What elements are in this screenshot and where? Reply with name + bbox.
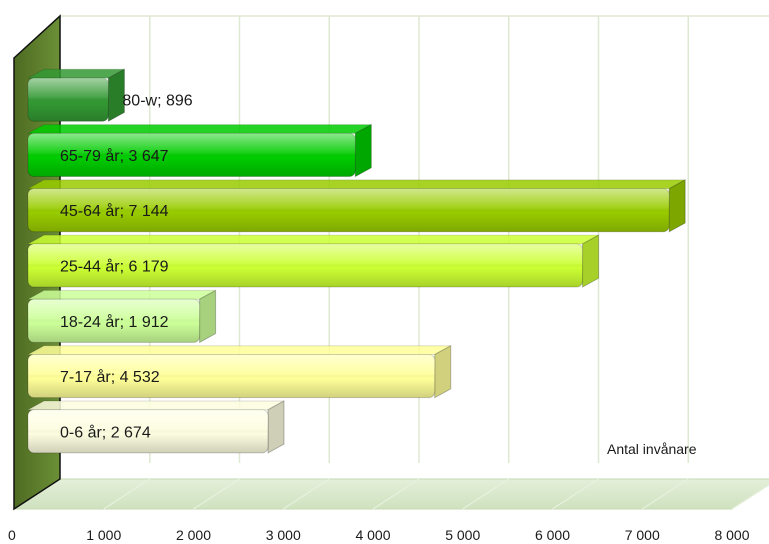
bar-80-w [27,68,125,123]
bar-0-6 år [27,400,285,454]
data-label: 18-24 år; 1 912 [60,313,169,331]
bar-side-shade [355,124,372,177]
data-label: 25-44 år; 6 179 [60,258,169,276]
bar-side-shade [434,345,451,398]
x-tick-label: 3 000 [266,527,301,543]
floor-gridline [103,478,151,510]
floor-gridline [282,478,330,510]
bar-25-44 år [27,234,600,288]
floor-gridline [462,478,510,510]
data-label: 80-w; 896 [122,93,192,110]
bar-65-79 år [27,123,372,178]
data-label: 45-64 år; 7 144 [60,202,169,220]
bar-top-face [27,124,372,134]
bar-top-face [27,289,216,300]
bar-side-shade [199,290,216,343]
floor-gridline [731,484,769,510]
bar-side-shade [267,400,284,453]
x-tick-label: 6 000 [535,527,570,543]
floor-gridline [641,478,689,510]
bar-top-face [27,400,285,411]
bar-side-shade [669,179,686,232]
bar-side-shade [108,69,125,122]
data-label: 65-79 år; 3 647 [60,147,169,165]
x-tick-label: 4 000 [355,527,390,543]
axis-annotation: Antal invånare [607,441,697,457]
data-labels: 0-6 år; 2 674 7-17 år; 4 532 18-24 år; 1 9… [60,93,193,442]
bar-gloss [28,133,356,177]
data-label: 7-17 år; 4 532 [60,368,160,386]
bar-top-face [27,179,686,190]
bar-top-face [27,234,599,245]
x-tick-label: 0 [8,527,16,543]
x-tick-label: 1 000 [86,527,121,543]
bar-gloss [28,299,200,343]
bar-7-17 år [27,344,452,399]
bar-gloss [28,78,109,122]
bar-45-64 år [27,179,686,233]
bar-gloss [28,354,435,398]
bar-gloss [28,188,670,232]
x-axis-ticks: 0 1 000 2 000 3 000 4 000 5 000 6 000 7 000 8 00… [8,527,750,543]
bar-gloss [28,409,268,453]
bar-gloss [28,243,583,288]
x-tick-label: 2 000 [176,527,211,543]
data-label: 0-6 år; 2 674 [60,423,151,441]
bar-top-face [27,345,451,356]
floor-gridline [372,478,420,510]
bar-side-shade [582,235,599,288]
floor-gridline [552,478,599,510]
x-tick-label: 8 000 [714,527,749,543]
bar-18-24 år [27,289,217,344]
floor-gridline [193,478,240,510]
x-tick-label: 5 000 [445,527,480,543]
x-tick-label: 7 000 [625,527,660,543]
chart-floor [12,478,769,510]
bars [27,68,686,454]
